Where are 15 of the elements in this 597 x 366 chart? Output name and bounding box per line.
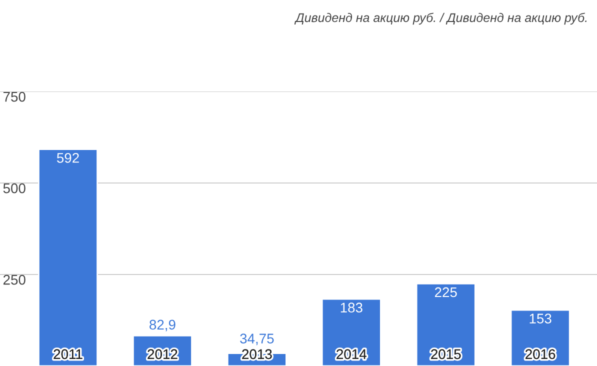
chart-title: Дивиденд на акцию руб. / Дивиденд на акцию руб. bbox=[294, 12, 587, 25]
data-label: 225 bbox=[434, 287, 457, 298]
data-label: 592 bbox=[56, 152, 79, 163]
x-tick-label: 2011 bbox=[54, 349, 82, 360]
x-tick-label: 2012 bbox=[148, 349, 178, 360]
x-tick-label: 2015 bbox=[431, 349, 461, 360]
data-label: 82,9 bbox=[150, 320, 176, 332]
y-tick-label: 750 bbox=[3, 92, 26, 102]
data-label: 34,75 bbox=[240, 334, 274, 346]
data-label: 183 bbox=[340, 302, 362, 313]
data-label: 153 bbox=[530, 314, 552, 324]
x-tick-label: 2016 bbox=[526, 349, 556, 360]
x-tick-label: 2014 bbox=[336, 349, 366, 360]
y-tick-label: 250 bbox=[3, 274, 26, 285]
y-tick-label: 500 bbox=[3, 183, 26, 194]
